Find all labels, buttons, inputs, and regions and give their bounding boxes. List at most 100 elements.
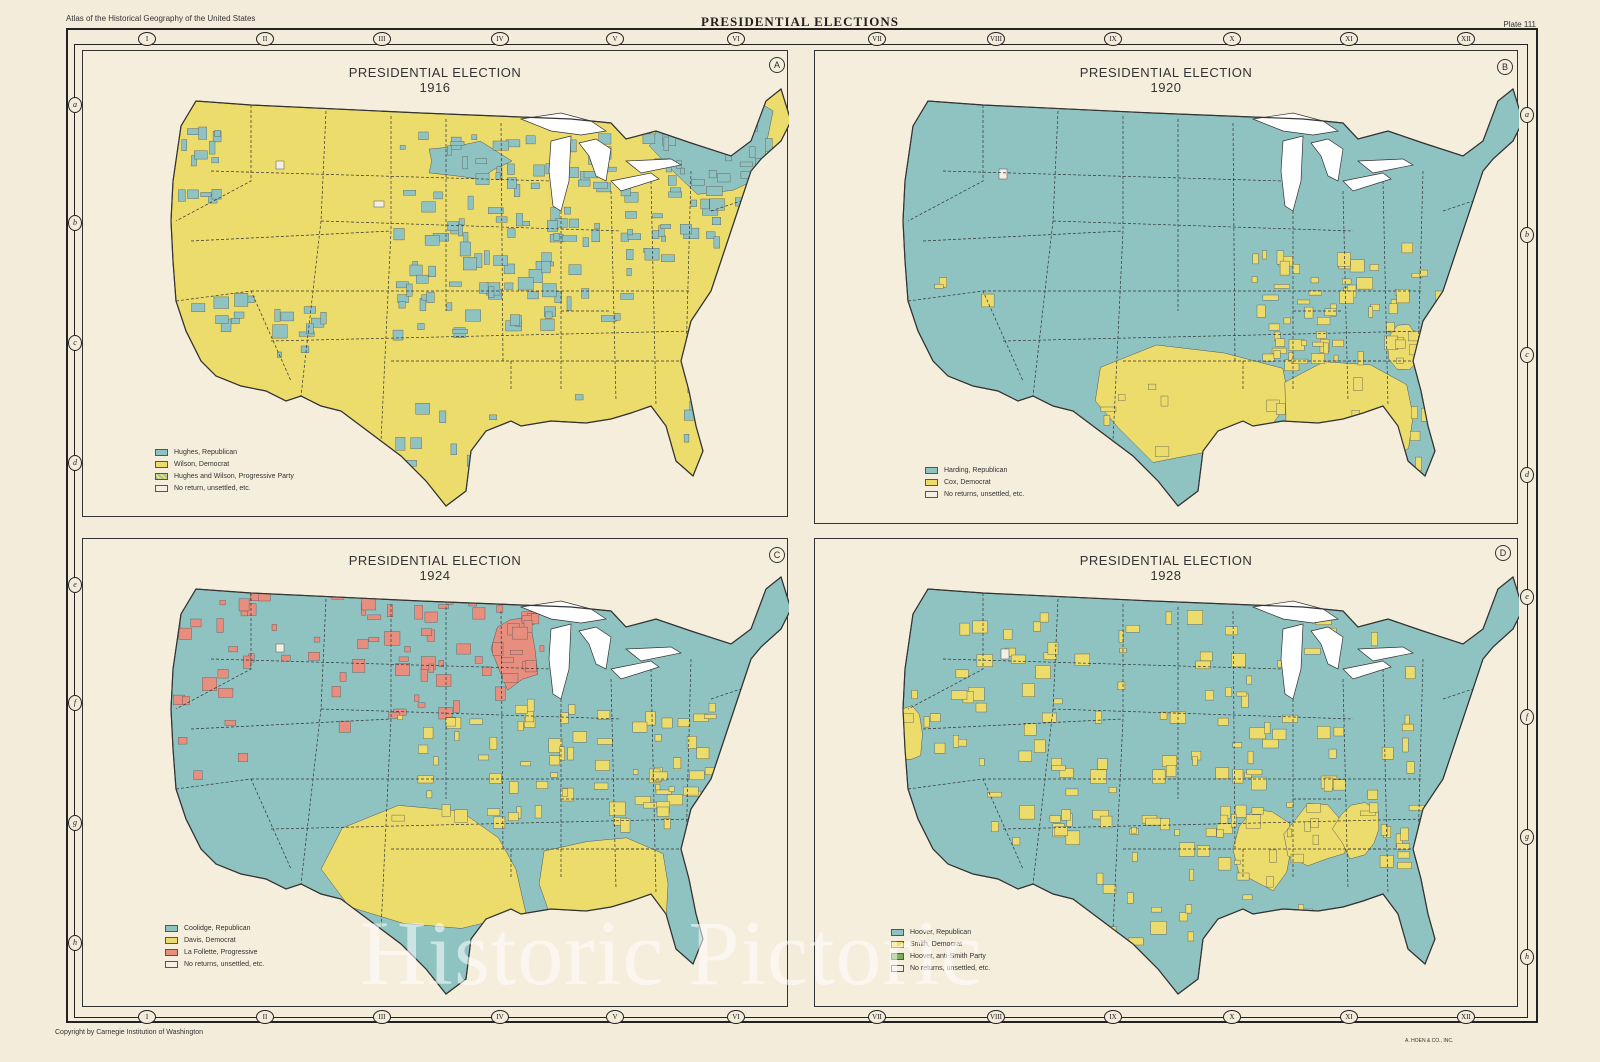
- county-patch: [1301, 340, 1307, 346]
- county-patch: [509, 781, 519, 794]
- county-patch: [778, 239, 785, 245]
- legend-item: Smith, Democrat: [891, 938, 990, 950]
- map-letter: C: [769, 547, 785, 563]
- legend-item: Hoover, Republican: [891, 926, 990, 938]
- grid-row-label: c: [68, 335, 82, 351]
- county-patch: [765, 216, 773, 227]
- county-patch: [512, 626, 528, 640]
- county-patch: [654, 734, 662, 742]
- county-patch: [1426, 339, 1443, 350]
- county-patch: [424, 611, 438, 623]
- county-patch: [453, 700, 460, 713]
- state-line: [190, 230, 392, 242]
- county-patch: [1053, 698, 1063, 705]
- county-patch: [680, 224, 692, 235]
- county-patch: [1368, 306, 1373, 318]
- county-patch: [525, 135, 536, 145]
- state-line: [922, 230, 1124, 242]
- county-patch: [542, 283, 557, 298]
- county-patch: [1311, 353, 1325, 364]
- map-legend: Hughes, Republican Wilson, Democrat Hugh…: [155, 446, 294, 494]
- coastline: [902, 87, 1519, 507]
- state-line: [907, 778, 1024, 870]
- state-line: [175, 290, 292, 382]
- county-patch: [1236, 691, 1248, 697]
- county-patches: [173, 589, 719, 929]
- legend-item: Coolidge, Republican: [165, 922, 264, 934]
- legend-swatch: [925, 478, 938, 486]
- state-line: [1342, 678, 1349, 890]
- county-patch: [414, 694, 420, 702]
- county-patch: [656, 806, 670, 817]
- county-patch: [550, 772, 558, 778]
- county-patch: [1185, 904, 1192, 914]
- county-patch: [1065, 788, 1079, 796]
- county-patch: [779, 252, 789, 264]
- county-patch: [1118, 630, 1124, 643]
- county-patch: [1023, 722, 1037, 736]
- county-patch: [1166, 765, 1177, 777]
- county-patch: [1287, 828, 1292, 838]
- county-patch: [1003, 629, 1013, 640]
- grid-row-label: h: [1520, 949, 1534, 965]
- great-lake: [519, 112, 607, 136]
- county-patch: [1349, 259, 1365, 273]
- county-patch: [352, 658, 366, 673]
- county-patch: [1118, 394, 1126, 401]
- county-patch: [1339, 290, 1354, 304]
- county-patch: [1049, 815, 1061, 823]
- legend-item: Harding, Republican: [925, 464, 1024, 476]
- bottom-grid-band: I II III IV V VI VII VIII IX X XI XII: [0, 1010, 1600, 1024]
- county-patch: [674, 123, 689, 131]
- county-patch: [240, 610, 248, 617]
- county-patch: [504, 282, 514, 290]
- county-patch: [769, 226, 784, 239]
- great-lake: [1310, 138, 1344, 182]
- county-patch: [1245, 814, 1261, 829]
- county-patch: [1396, 843, 1410, 850]
- county-patch: [903, 713, 914, 723]
- county-patch: [418, 131, 429, 140]
- map-panel-1920: PRESIDENTIAL ELECTION 1920 B Harding, Re…: [814, 50, 1519, 524]
- county-patch: [238, 598, 250, 612]
- county-patch: [779, 266, 789, 275]
- county-patch: [1432, 317, 1439, 327]
- county-patch: [1152, 769, 1166, 784]
- grid-row-label: h: [68, 935, 82, 951]
- county-patch: [178, 627, 192, 640]
- county-patch: [568, 264, 582, 275]
- county-patch: [216, 618, 224, 633]
- state-line: [907, 593, 984, 710]
- map-year: 1924: [419, 568, 451, 583]
- top-grid-band: I II III IV V VI VII VIII IX X XI XII: [0, 32, 1600, 46]
- county-patch: [549, 755, 561, 766]
- county-patch: [404, 646, 411, 653]
- state-line: [1002, 330, 1424, 342]
- county-patch: [1108, 787, 1117, 794]
- state-line: [190, 718, 392, 730]
- grid-row-label: c: [1520, 347, 1534, 363]
- county-patch: [187, 189, 199, 199]
- county-patch: [1246, 768, 1263, 775]
- county-patch: [1262, 250, 1267, 260]
- county-patch: [426, 594, 441, 601]
- county-patch: [230, 318, 240, 324]
- county-patch: [1324, 777, 1333, 792]
- county-patch: [1232, 742, 1242, 748]
- county-patch: [531, 613, 540, 625]
- county-patch: [233, 311, 245, 319]
- county-patch: [465, 309, 481, 322]
- state-line: [175, 593, 252, 710]
- legend-label: Wilson, Democrat: [174, 460, 230, 468]
- county-patch: [595, 759, 611, 771]
- county-patch: [1262, 294, 1279, 301]
- legend-item: No returns, unsettled, etc.: [891, 962, 990, 974]
- county-patch: [1317, 726, 1331, 739]
- county-patch: [1432, 360, 1443, 367]
- county-patch: [1251, 807, 1264, 815]
- county-patch: [1195, 660, 1211, 670]
- legend-swatch: [891, 952, 904, 960]
- county-patch: [1145, 817, 1162, 826]
- state-line: [1342, 190, 1349, 402]
- county-patch: [582, 237, 589, 248]
